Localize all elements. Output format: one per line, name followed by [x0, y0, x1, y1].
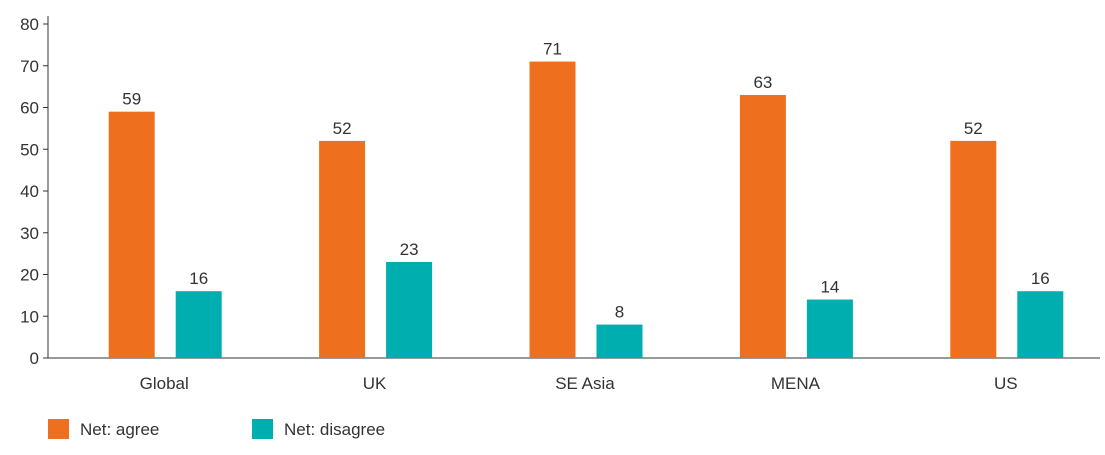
bars: [108, 61, 1064, 358]
legend-swatch: [252, 419, 273, 439]
y-tick-label: 70: [20, 57, 39, 76]
legend-swatch: [48, 419, 69, 439]
data-label: 52: [964, 119, 983, 138]
y-axis: 0 10 20 30 40 50 60 70 80: [20, 15, 49, 368]
bar-disagree-uk: [386, 261, 433, 358]
data-label: 52: [333, 119, 352, 138]
y-tick-label: 80: [20, 15, 39, 34]
legend: Net: agree Net: disagree: [48, 419, 385, 439]
y-tick-label: 20: [20, 266, 39, 285]
data-label: 63: [753, 73, 772, 92]
data-label: 14: [820, 278, 839, 297]
bar-agree-us: [950, 140, 997, 358]
data-label: 16: [1031, 269, 1050, 288]
data-label: 71: [543, 40, 562, 59]
x-tick-label: UK: [363, 374, 387, 393]
x-tick-label: SE Asia: [555, 374, 615, 393]
data-label: 16: [189, 269, 208, 288]
y-tick-label: 60: [20, 99, 39, 118]
bar-disagree-se-asia: [596, 324, 643, 358]
legend-label: Net: agree: [80, 420, 159, 439]
bar-agree-mena: [739, 94, 786, 358]
bar-disagree-us: [1017, 291, 1064, 358]
bar-disagree-global: [175, 291, 222, 358]
bar-disagree-mena: [806, 299, 853, 358]
y-tick-label: 0: [30, 349, 39, 368]
legend-item: Net: agree: [48, 419, 159, 439]
legend-item: Net: disagree: [252, 419, 385, 439]
x-tick-label: Global: [140, 374, 189, 393]
y-tick-label: 30: [20, 224, 39, 243]
bar-agree-se-asia: [529, 61, 576, 358]
data-label: 8: [615, 303, 624, 322]
bar-agree-global: [108, 111, 155, 358]
y-tick-label: 50: [20, 140, 39, 159]
data-labels: 59 16 52 23 71 8 63 14 52 16: [122, 40, 1050, 322]
data-label: 59: [122, 90, 141, 109]
x-axis: Global UK SE Asia MENA US: [48, 357, 1100, 393]
y-tick-label: 40: [20, 182, 39, 201]
x-tick-label: US: [994, 374, 1018, 393]
data-label: 23: [400, 240, 419, 259]
x-tick-label: MENA: [771, 374, 821, 393]
y-tick-label: 10: [20, 307, 39, 326]
bar-agree-uk: [319, 140, 366, 358]
legend-label: Net: disagree: [284, 420, 385, 439]
